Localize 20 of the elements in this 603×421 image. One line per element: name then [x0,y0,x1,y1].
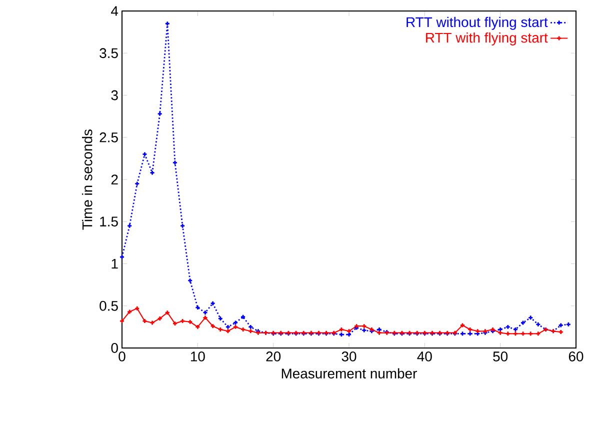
x-tick-label: 40 [417,352,432,362]
y-tick-label: 3.5 [100,48,118,58]
y-tick-label: 0.5 [100,300,118,311]
x-tick-label: 60 [568,352,584,362]
x-tick-label: 0 [118,352,126,362]
x-axis-title: Measurement number [282,368,417,378]
y-axis-title: Time in seconds [82,130,92,230]
y-tick-label: 3 [111,90,118,100]
y-tick-label: 2 [111,174,118,184]
y-tick-label: 0 [111,343,118,353]
y-tick-label: 1.5 [100,216,118,226]
y-tick-label: 1 [112,258,118,269]
legend-label: RTT without flying start [406,16,548,30]
x-tick-label: 20 [266,352,281,362]
x-tick-label: 10 [190,352,205,362]
x-tick-label: 30 [342,352,356,362]
x-tick-label: 50 [493,352,508,362]
y-tick-label: 2.5 [100,132,118,142]
legend-label: RTT with flying start [426,32,548,46]
y-tick-label: 4 [111,6,118,16]
